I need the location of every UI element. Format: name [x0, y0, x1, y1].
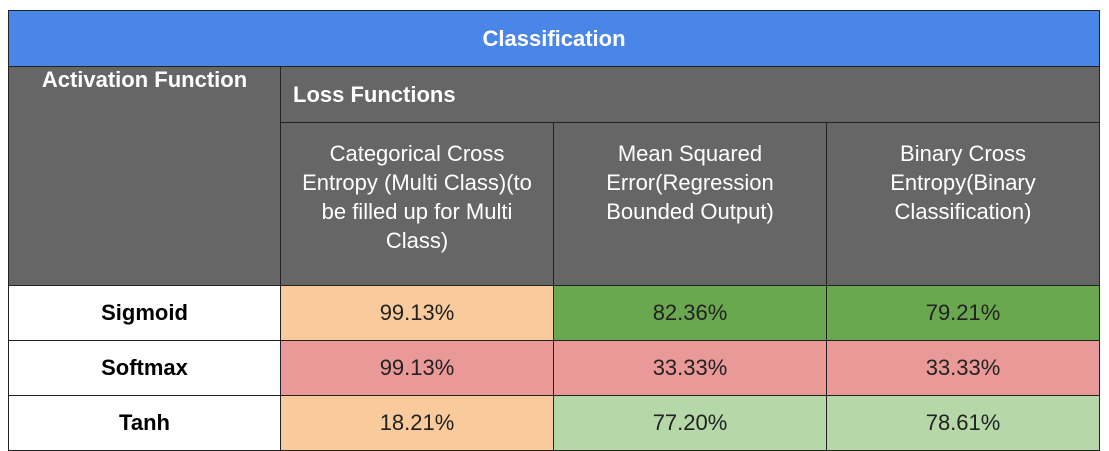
cell-tanh-binary: 78.61% [825, 395, 1101, 451]
row-label-tanh: Tanh [8, 395, 281, 451]
table-row-sigmoid: Sigmoid 99.13% 82.36% 79.21% [8, 285, 1101, 341]
activation-function-header: Activation Function [8, 66, 281, 286]
table-row-softmax: Softmax 99.13% 33.33% 33.33% [8, 340, 1101, 396]
column-header-categorical-cross-entropy: Categorical Cross Entropy (Multi Class)(… [280, 122, 554, 286]
loss-functions-header: Loss Functions [279, 66, 1101, 123]
table-title: Classification [7, 10, 1101, 67]
cell-sigmoid-categorical: 99.13% [280, 285, 554, 341]
column-header-label: Categorical Cross Entropy (Multi Class)(… [302, 141, 532, 253]
cell-sigmoid-mse: 82.36% [553, 285, 827, 341]
column-header-mean-squared-error: Mean Squared Error(Regression Bounded Ou… [553, 122, 827, 286]
cell-softmax-binary: 33.33% [825, 340, 1101, 396]
cell-sigmoid-binary: 79.21% [825, 285, 1101, 341]
column-header-label: Binary Cross Entropy(Binary Classificati… [890, 141, 1036, 224]
table-row-tanh: Tanh 18.21% 77.20% 78.61% [8, 395, 1101, 451]
cell-softmax-mse: 33.33% [553, 340, 827, 396]
cell-tanh-categorical: 18.21% [280, 395, 554, 451]
results-table: Classification Activation Function Loss … [7, 10, 1101, 451]
row-label-softmax: Softmax [8, 340, 281, 396]
cell-tanh-mse: 77.20% [553, 395, 827, 451]
column-header-label: Mean Squared Error(Regression Bounded Ou… [606, 141, 774, 224]
row-label-sigmoid: Sigmoid [8, 285, 281, 341]
column-header-binary-cross-entropy: Binary Cross Entropy(Binary Classificati… [825, 122, 1101, 286]
cell-softmax-categorical: 99.13% [280, 340, 554, 396]
